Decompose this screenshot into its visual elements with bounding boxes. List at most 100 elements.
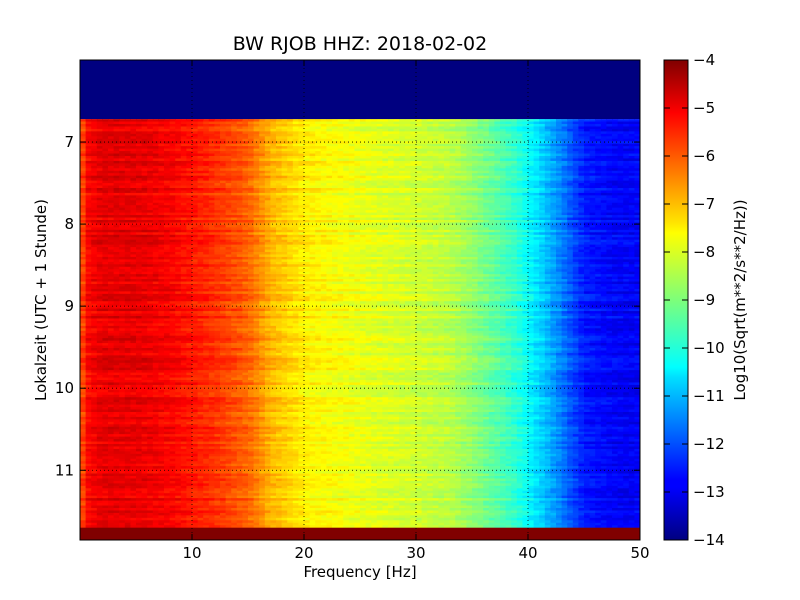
- heatmap-cell: [500, 126, 507, 130]
- heatmap-cell: [589, 163, 596, 167]
- heatmap-cell: [606, 131, 613, 135]
- heatmap-cell: [220, 151, 227, 155]
- heatmap-cell: [354, 217, 361, 221]
- heatmap-cell: [550, 222, 557, 226]
- heatmap-cell: [287, 156, 294, 160]
- heatmap-cell: [102, 197, 109, 201]
- heatmap-cell: [180, 165, 187, 169]
- heatmap-cell: [298, 165, 305, 169]
- heatmap-cell: [427, 119, 434, 123]
- heatmap-cell: [606, 141, 613, 145]
- heatmap-cell: [460, 148, 467, 152]
- heatmap-cell: [169, 170, 176, 174]
- heatmap-cell: [388, 143, 395, 147]
- heatmap-cell: [399, 175, 406, 179]
- heatmap-cell: [158, 119, 165, 123]
- heatmap-cell: [242, 202, 249, 206]
- heatmap-cell: [80, 121, 87, 125]
- heatmap-cell: [623, 202, 630, 206]
- heatmap-cell: [276, 168, 283, 172]
- heatmap-cell: [80, 205, 87, 209]
- heatmap-cell: [180, 185, 187, 189]
- heatmap-cell: [91, 170, 98, 174]
- heatmap-cell: [382, 222, 389, 226]
- heatmap-cell: [113, 141, 120, 145]
- heatmap-cell: [410, 128, 417, 132]
- heatmap-cell: [208, 126, 215, 130]
- heatmap-cell: [438, 224, 445, 228]
- heatmap-cell: [264, 217, 271, 221]
- heatmap-cell: [460, 168, 467, 172]
- heatmap-cell: [264, 128, 271, 132]
- heatmap-cell: [124, 146, 131, 150]
- heatmap-cell: [539, 178, 546, 182]
- heatmap-cell: [399, 121, 406, 125]
- heatmap-cell: [393, 202, 400, 206]
- heatmap-cell: [270, 138, 277, 142]
- heatmap-cell: [208, 138, 215, 142]
- heatmap-cell: [281, 224, 288, 228]
- heatmap-cell: [483, 190, 490, 194]
- heatmap-cell: [320, 205, 327, 209]
- heatmap-cell: [130, 148, 137, 152]
- heatmap-cell: [516, 210, 523, 214]
- heatmap-cell: [164, 153, 171, 157]
- heatmap-cell: [572, 217, 579, 221]
- heatmap-cell: [315, 133, 322, 137]
- heatmap-cell: [578, 124, 585, 128]
- heatmap-cell: [320, 192, 327, 196]
- heatmap-cell: [102, 160, 109, 164]
- heatmap-cell: [276, 205, 283, 209]
- heatmap-cell: [595, 188, 602, 192]
- heatmap-cell: [572, 188, 579, 192]
- heatmap-cell: [371, 190, 378, 194]
- heatmap-cell: [320, 156, 327, 160]
- heatmap-cell: [158, 222, 165, 226]
- heatmap-cell: [410, 217, 417, 221]
- heatmap-cell: [494, 131, 501, 135]
- heatmap-cell: [348, 207, 355, 211]
- heatmap-cell: [589, 197, 596, 201]
- heatmap-cell: [511, 195, 518, 199]
- heatmap-cell: [220, 192, 227, 196]
- heatmap-cell: [584, 158, 591, 162]
- heatmap-cell: [516, 192, 523, 196]
- heatmap-cell: [332, 222, 339, 226]
- heatmap-cell: [192, 173, 199, 177]
- heatmap-cell: [147, 119, 154, 123]
- heatmap-cell: [393, 205, 400, 209]
- heatmap-cell: [427, 190, 434, 194]
- heatmap-row: [80, 215, 640, 219]
- heatmap-cell: [578, 173, 585, 177]
- heatmap-cell: [516, 220, 523, 224]
- heatmap-cell: [158, 217, 165, 221]
- heatmap-cell: [427, 153, 434, 157]
- heatmap-cell: [130, 190, 137, 194]
- heatmap-cell: [91, 190, 98, 194]
- heatmap-cell: [309, 138, 316, 142]
- heatmap-cell: [124, 173, 131, 177]
- heatmap-cell: [192, 188, 199, 192]
- heatmap-cell: [404, 156, 411, 160]
- heatmap-cell: [309, 217, 316, 221]
- heatmap-cell: [567, 131, 574, 135]
- heatmap-cell: [242, 153, 249, 157]
- heatmap-cell: [164, 175, 171, 179]
- heatmap-cell: [455, 220, 462, 224]
- heatmap-cell: [270, 190, 277, 194]
- heatmap-cell: [203, 131, 210, 135]
- heatmap-cell: [556, 185, 563, 189]
- heatmap-cell: [444, 121, 451, 125]
- heatmap-cell: [567, 138, 574, 142]
- heatmap-cell: [623, 195, 630, 199]
- heatmap-cell: [432, 163, 439, 167]
- heatmap-cell: [91, 146, 98, 150]
- heatmap-cell: [449, 212, 456, 216]
- heatmap-cell: [304, 197, 311, 201]
- heatmap-cell: [186, 121, 193, 125]
- heatmap-cell: [236, 173, 243, 177]
- heatmap-cell: [320, 212, 327, 216]
- heatmap-cell: [186, 168, 193, 172]
- heatmap-cell: [298, 190, 305, 194]
- heatmap-cell: [494, 188, 501, 192]
